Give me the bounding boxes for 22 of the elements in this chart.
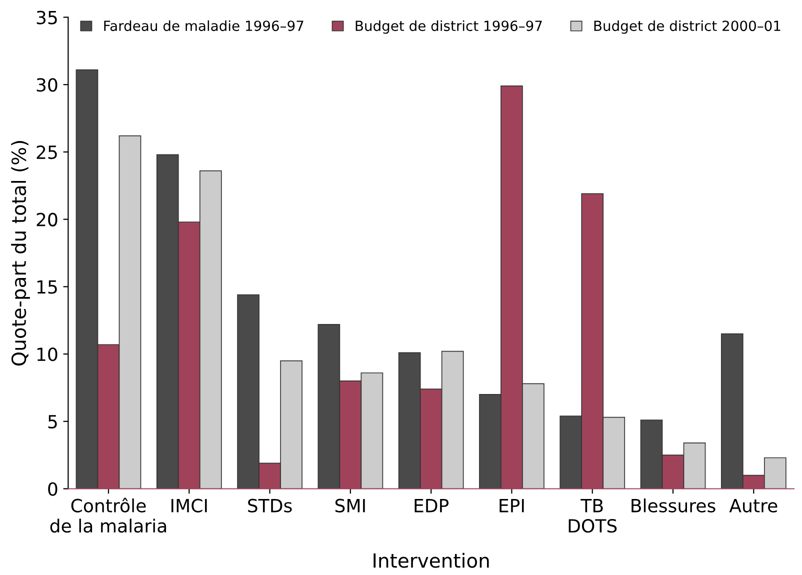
x-tick-label: Contrôle de la malaria	[50, 498, 166, 533]
y-tick-label: 5	[48, 415, 57, 429]
y-axis-title: Quote-part du total (%)	[11, 141, 30, 366]
y-tick-label: 20	[36, 212, 58, 226]
x-tick-label: EDP	[414, 499, 449, 512]
legend-label: Budget de district 2000–01	[594, 20, 780, 34]
x-tick-label: IMCI	[171, 498, 207, 512]
x-tick-label: TB DOTS	[568, 499, 617, 533]
legend-label: Budget de district 1996–97	[356, 20, 542, 34]
x-axis-title: Intervention	[374, 552, 489, 568]
legend-label: Fardeau de maladie 1996–97	[104, 20, 304, 32]
y-tick-label: 25	[36, 145, 57, 160]
y-tick-label: 30	[36, 78, 58, 92]
x-tick-label: EPI	[500, 499, 524, 512]
y-tick-label: 35	[36, 10, 57, 24]
y-tick-label: 15	[37, 280, 57, 294]
y-tick-label: 0	[48, 482, 58, 496]
x-tick-label: SMI	[335, 498, 365, 512]
x-tick-label: STDs	[248, 498, 292, 512]
x-tick-label: Autre	[729, 499, 778, 512]
y-tick-label: 10	[37, 347, 58, 362]
x-tick-label: Blessures	[632, 498, 716, 512]
